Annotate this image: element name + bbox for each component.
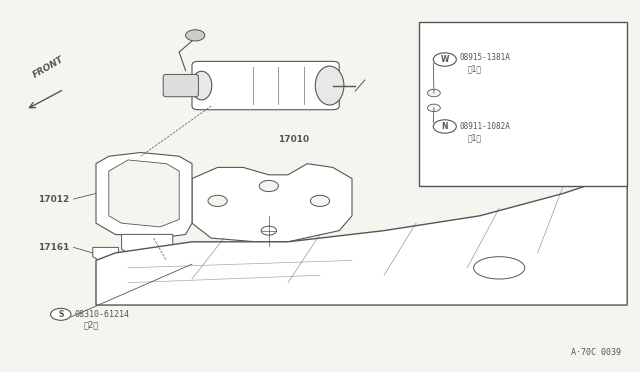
- Text: （1）: （1）: [467, 133, 481, 142]
- Polygon shape: [122, 234, 173, 257]
- Circle shape: [310, 195, 330, 206]
- Circle shape: [433, 53, 456, 66]
- Text: 08310-61214: 08310-61214: [74, 310, 129, 319]
- Circle shape: [433, 120, 456, 133]
- Text: （1）: （1）: [467, 64, 481, 73]
- Text: FRONT: FRONT: [31, 55, 65, 80]
- Polygon shape: [109, 160, 179, 227]
- Text: W: W: [440, 55, 449, 64]
- Circle shape: [428, 104, 440, 112]
- FancyBboxPatch shape: [163, 74, 198, 97]
- Text: A·70C 0039: A·70C 0039: [571, 348, 621, 357]
- Circle shape: [428, 89, 440, 97]
- Bar: [419, 22, 627, 186]
- Text: N: N: [442, 122, 448, 131]
- Text: 17012: 17012: [38, 195, 70, 203]
- Circle shape: [51, 308, 71, 320]
- Circle shape: [186, 30, 205, 41]
- Text: 08915-1381A: 08915-1381A: [460, 53, 510, 62]
- Circle shape: [261, 226, 276, 235]
- Text: （2）: （2）: [83, 320, 99, 329]
- Polygon shape: [96, 167, 627, 305]
- Circle shape: [208, 195, 227, 206]
- Ellipse shape: [474, 257, 525, 279]
- Polygon shape: [96, 153, 192, 238]
- Text: S: S: [58, 310, 63, 319]
- Text: 17161: 17161: [38, 243, 70, 252]
- Polygon shape: [192, 164, 352, 242]
- Text: 17010: 17010: [278, 135, 310, 144]
- Ellipse shape: [191, 71, 212, 100]
- Circle shape: [259, 180, 278, 192]
- FancyBboxPatch shape: [192, 61, 339, 110]
- Text: 08911-1082A: 08911-1082A: [460, 122, 510, 131]
- Ellipse shape: [316, 66, 344, 105]
- Polygon shape: [93, 247, 118, 260]
